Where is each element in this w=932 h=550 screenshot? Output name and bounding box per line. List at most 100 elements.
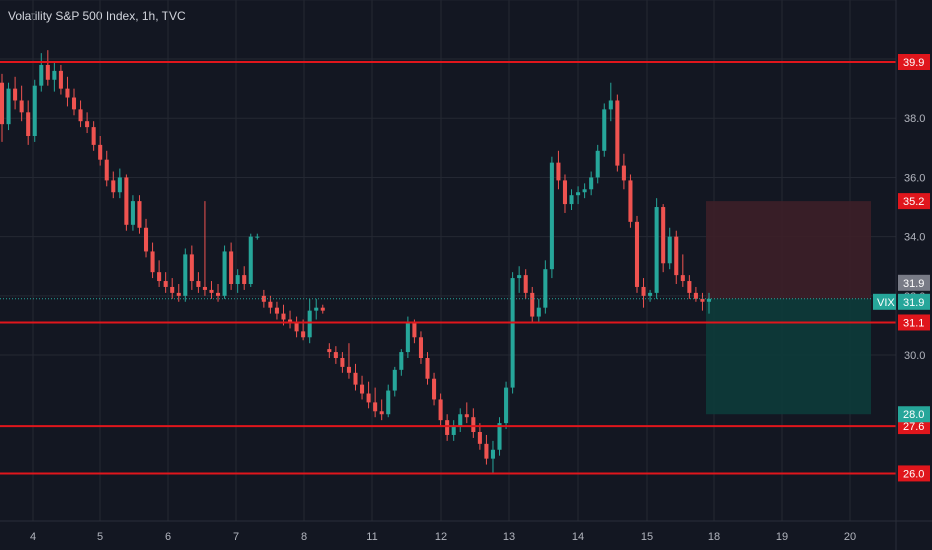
x-tick-label: 18 — [708, 531, 720, 543]
candle-body — [634, 221, 640, 287]
y-tick-label: 38.0 — [904, 113, 925, 125]
candle-body — [425, 358, 430, 379]
candle-body — [314, 307, 319, 311]
last-price-tag-bg — [898, 293, 930, 310]
candle-body — [71, 97, 77, 110]
candle-body — [641, 286, 646, 296]
candle-body — [556, 162, 561, 181]
candle-body — [706, 298, 712, 302]
chart-title: Volatility S&P 500 Index, 1h, TVC — [8, 9, 186, 23]
candle-body — [608, 100, 613, 110]
candle-body — [648, 292, 653, 296]
candle-body — [549, 162, 554, 270]
candle-body — [261, 295, 266, 302]
candle-body — [438, 399, 443, 421]
candle-body — [621, 165, 626, 181]
candle-body — [366, 393, 371, 403]
candle-body — [301, 331, 306, 338]
candle-body — [693, 292, 698, 299]
candle-body — [320, 307, 325, 311]
x-tick-label: 19 — [776, 531, 788, 543]
candles — [0, 50, 712, 474]
candle-body — [628, 180, 633, 222]
candle-body — [229, 251, 234, 284]
x-tick-label: 14 — [572, 531, 584, 543]
candle-body — [504, 387, 509, 424]
candle-body — [569, 195, 574, 205]
candle-body — [615, 100, 620, 166]
x-tick-label: 11 — [366, 531, 377, 543]
candle-body — [170, 286, 175, 293]
candle-body — [458, 414, 463, 427]
candle-body — [589, 177, 594, 190]
candle-body — [523, 275, 528, 293]
horizontal-levels[interactable] — [0, 61, 896, 475]
candle-body — [392, 369, 397, 391]
candle-body — [32, 85, 37, 136]
candle-body — [379, 411, 384, 415]
level-tag-bg — [898, 314, 930, 331]
symbol-tag-bg — [873, 293, 896, 310]
candle-body — [288, 319, 293, 323]
x-tick-label: 4 — [30, 531, 36, 543]
candle-body — [13, 88, 18, 101]
candle-body — [143, 227, 149, 252]
y-tick-label: 30.0 — [904, 350, 925, 362]
candle-body — [196, 281, 201, 287]
risk-zone — [706, 201, 871, 299]
candle-body — [130, 201, 135, 225]
position-tool[interactable] — [706, 201, 871, 415]
candle-body — [602, 109, 607, 151]
candle-body — [78, 109, 83, 122]
level-tag: 39.9 — [903, 57, 924, 69]
price-tag-bg — [898, 274, 930, 291]
candle-body — [39, 64, 44, 86]
candle-body — [582, 189, 587, 193]
candle-body — [117, 177, 122, 193]
candle-body — [340, 358, 345, 367]
x-tick-label: 12 — [435, 531, 447, 543]
candle-body — [353, 372, 358, 385]
x-tick-label: 20 — [844, 531, 856, 543]
candle-body — [6, 88, 11, 125]
reward-zone — [706, 298, 871, 415]
candle-body — [268, 301, 273, 308]
x-tick-label: 8 — [301, 531, 307, 543]
candle-body — [189, 254, 194, 282]
candle-body — [91, 127, 96, 145]
level-tag: 27.6 — [903, 421, 924, 433]
x-tick-label: 15 — [641, 531, 653, 543]
candle-body — [373, 402, 378, 412]
candle-body — [700, 298, 705, 302]
candle-body — [333, 352, 338, 358]
candle-body — [543, 269, 548, 308]
candle-body — [562, 180, 568, 205]
candle-body — [111, 180, 116, 193]
symbol-tag: VIX — [877, 297, 895, 309]
level-tag-bg — [898, 54, 930, 70]
x-tick-label: 5 — [97, 531, 103, 543]
candle-body — [674, 236, 679, 276]
candle-body — [346, 366, 351, 373]
target-tag-bg — [898, 406, 930, 423]
stop-tag-bg — [898, 193, 930, 210]
y-tick-label: 34.0 — [904, 232, 925, 244]
candle-body — [399, 352, 404, 370]
time-axis[interactable]: 4 5 6 7 8 11 12 13 14 15 18 19 20 — [0, 520, 932, 543]
candle-body — [360, 384, 365, 394]
candle-body — [687, 281, 692, 293]
candle-body — [157, 272, 162, 282]
y-tick-label: 36.0 — [904, 172, 925, 184]
candle-body — [281, 313, 286, 320]
candle-body — [274, 307, 279, 314]
candle-body — [497, 423, 502, 450]
candle-body — [150, 251, 155, 273]
level-tag: 26.0 — [903, 468, 924, 480]
candle-body — [85, 121, 90, 128]
candle-body — [445, 420, 450, 435]
price-tags: 39.9 31.1 27.6 26.0 35.2 28.0 31.9 VIX 31.9 — [873, 54, 930, 482]
candle-body — [209, 289, 214, 293]
candle-body — [484, 443, 489, 459]
candle-body — [26, 112, 31, 136]
